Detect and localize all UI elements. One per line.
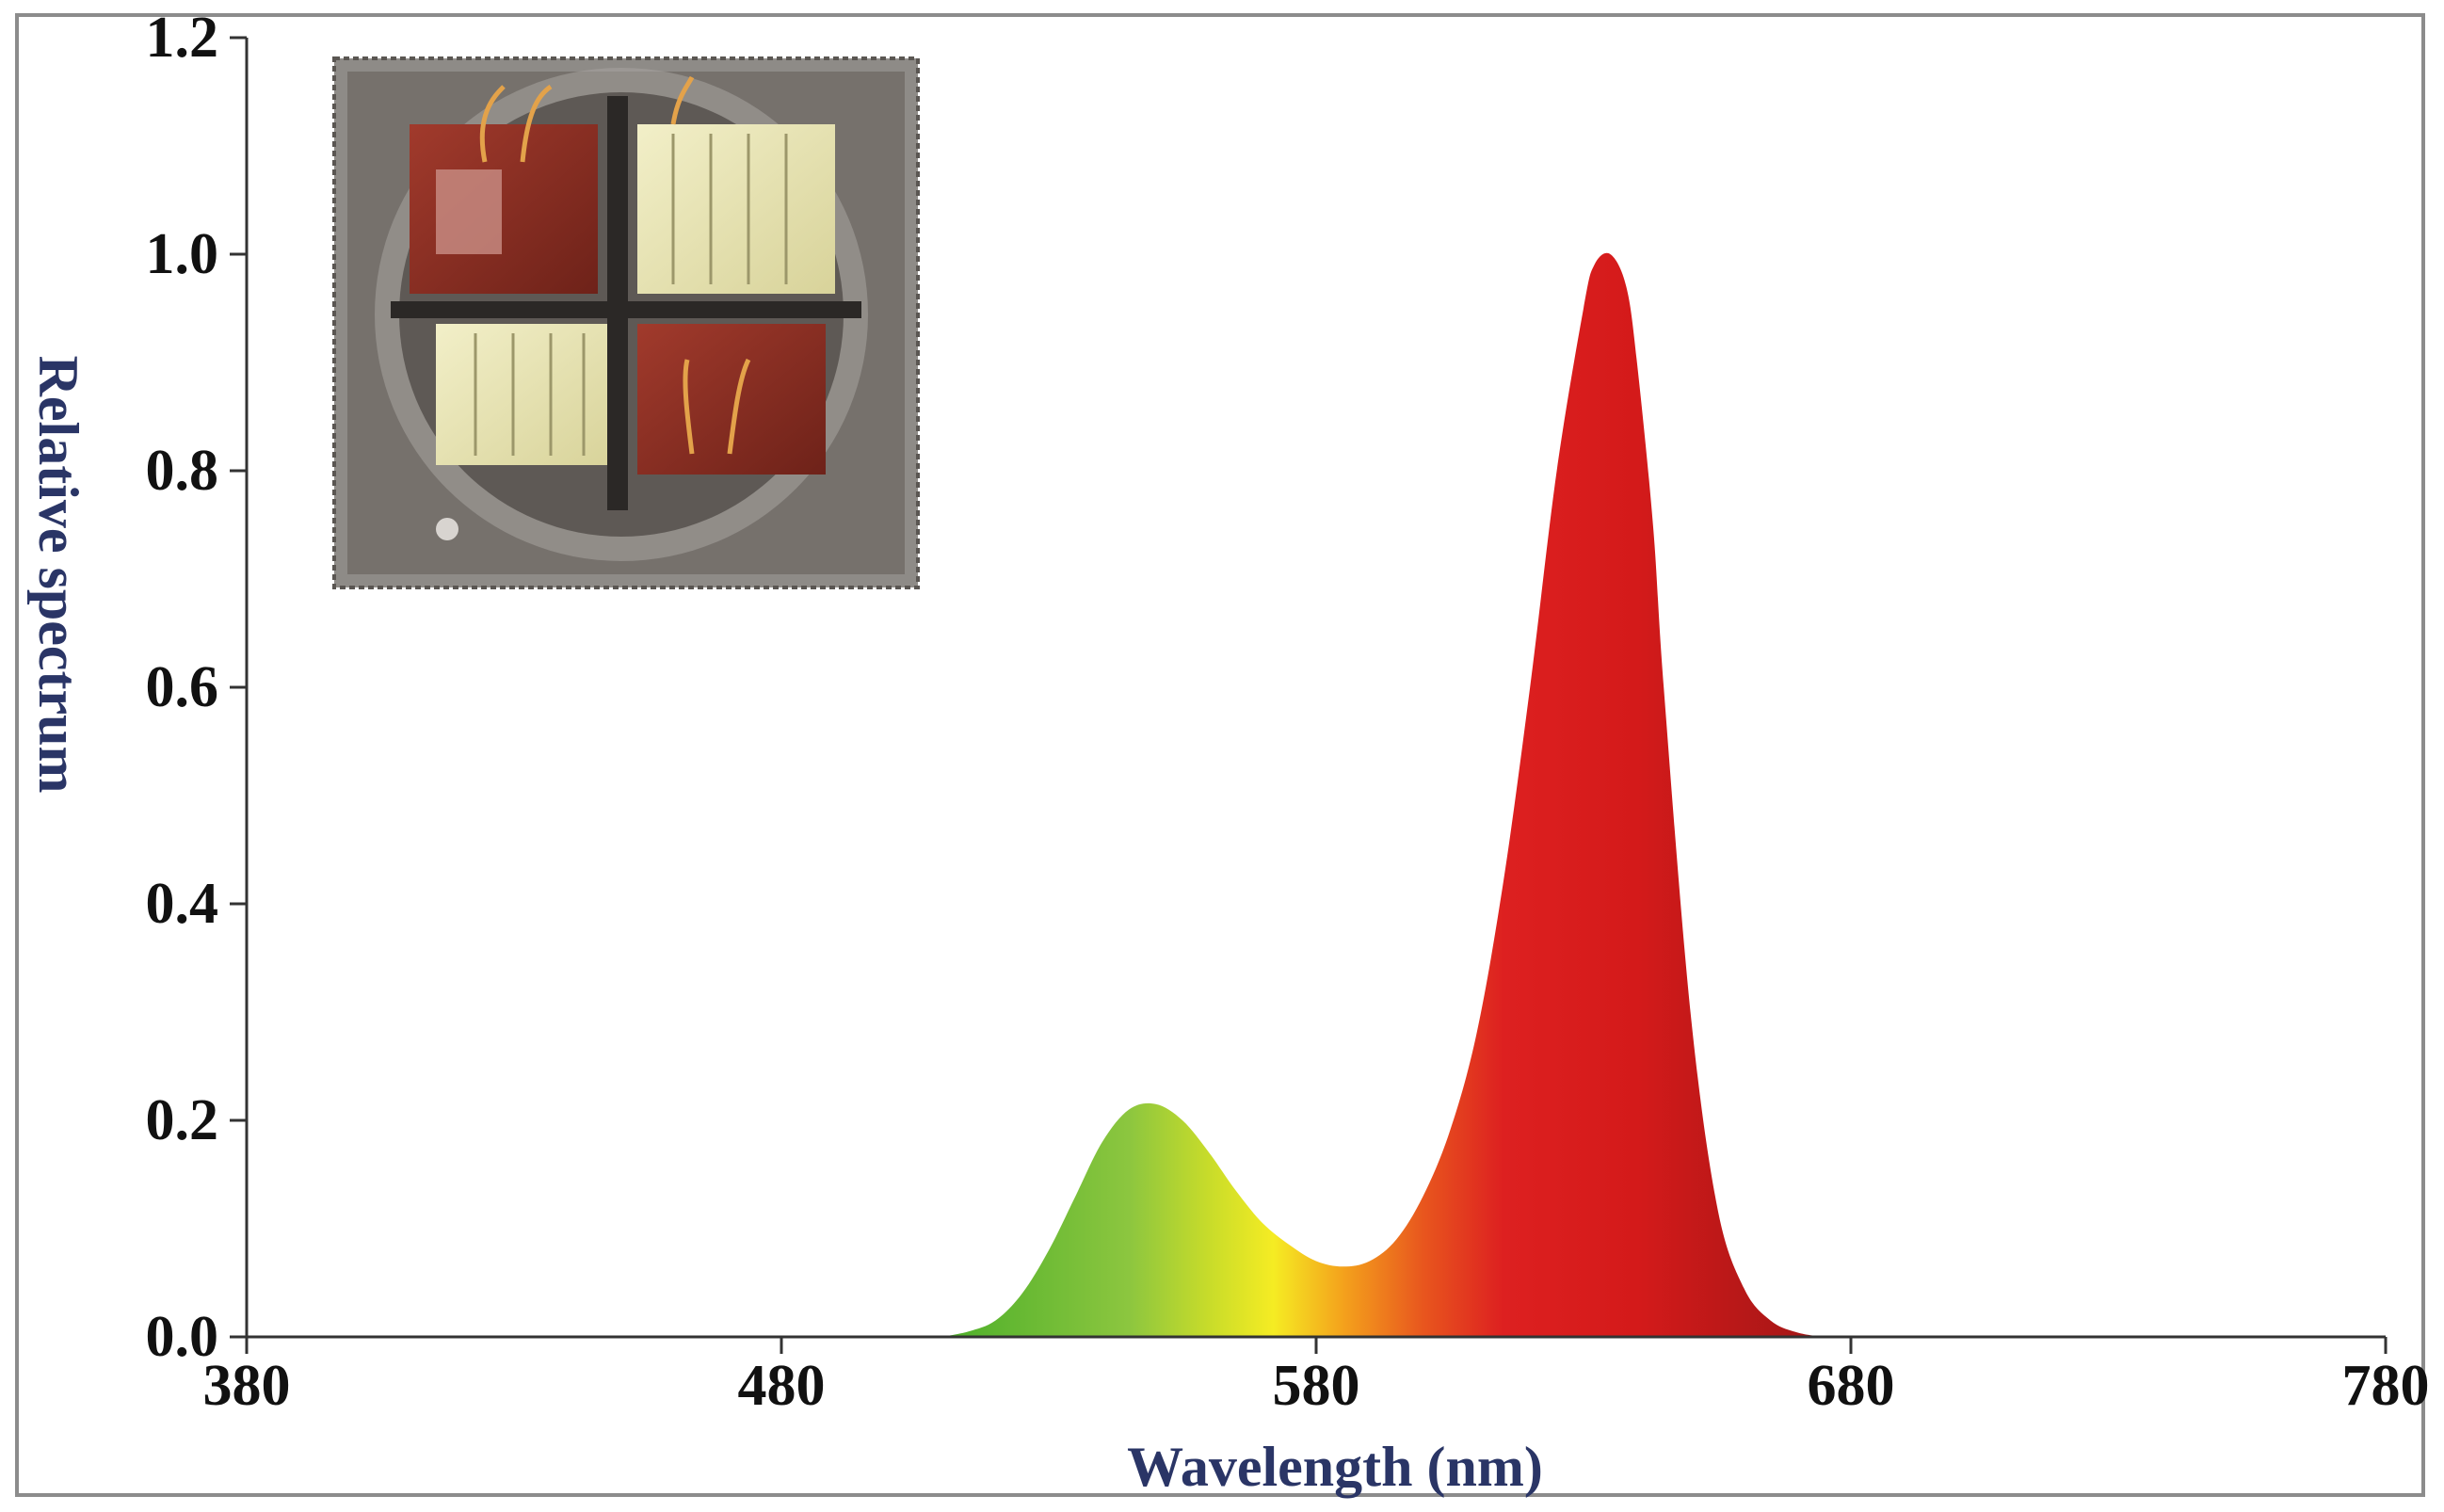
y-tick-label: 1.2 xyxy=(146,6,219,70)
y-tick-label: 0.6 xyxy=(146,655,219,719)
spectrum-area-layer xyxy=(941,252,1825,1338)
x-tick-label: 580 xyxy=(1273,1354,1360,1418)
led-chip-photo xyxy=(332,56,920,589)
y-axis-title: Relative spectrum xyxy=(27,356,89,794)
spectrum-area xyxy=(941,252,1825,1338)
y-tick-label: 1.0 xyxy=(146,222,219,286)
y-ticks: 0.0 0.2 0.4 0.6 0.8 1.0 1.2 xyxy=(146,6,247,1369)
x-tick-label: 480 xyxy=(738,1354,826,1418)
figure-frame xyxy=(15,13,2425,1497)
x-axis-title: Wavelength (nm) xyxy=(1127,1436,1543,1498)
x-ticks: 380 480 580 680 780 xyxy=(203,1337,2430,1418)
x-tick-label: 680 xyxy=(1808,1354,1895,1418)
y-tick-label: 0.4 xyxy=(146,872,219,936)
y-tick-label: 0.2 xyxy=(146,1088,219,1152)
x-tick-label: 780 xyxy=(2342,1354,2430,1418)
x-tick-label: 380 xyxy=(203,1354,291,1418)
y-tick-label: 0.8 xyxy=(146,439,219,503)
y-tick-label: 0.0 xyxy=(146,1305,219,1369)
